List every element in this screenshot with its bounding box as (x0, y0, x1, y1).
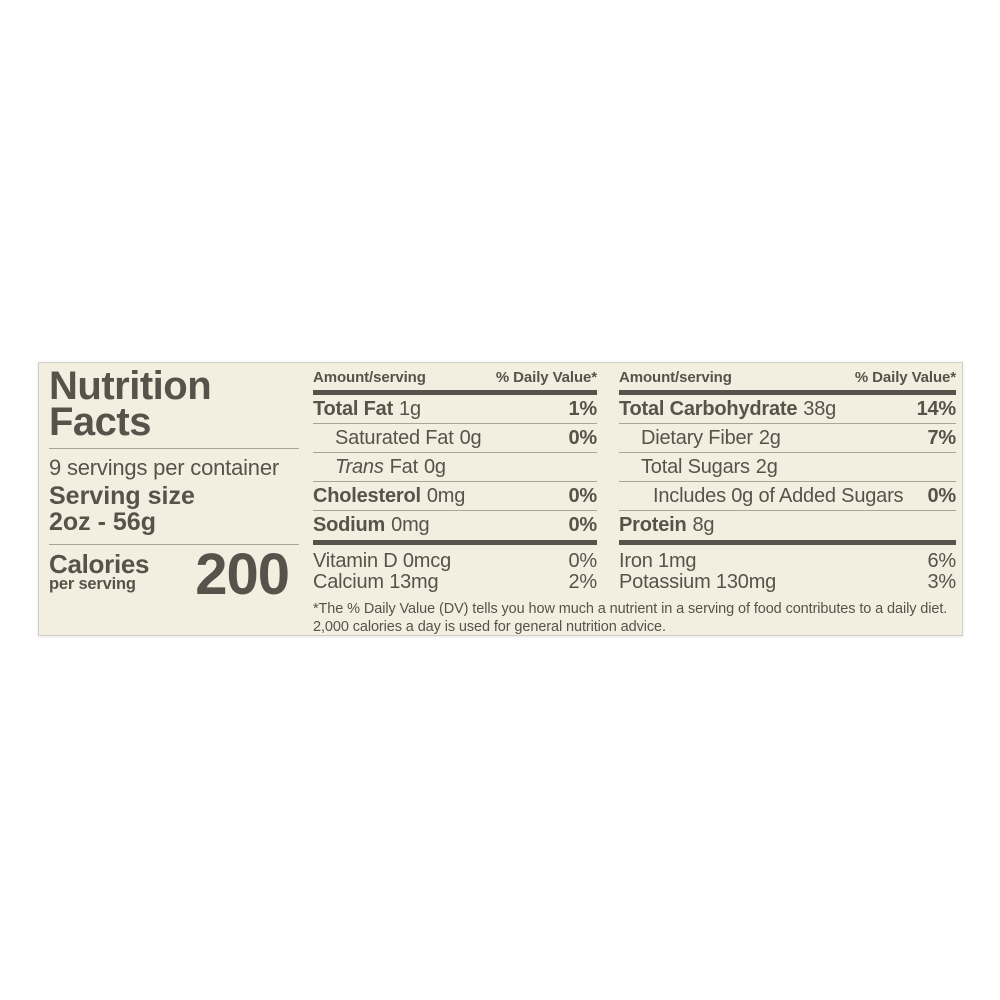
nutrient-amount: 2g (758, 426, 781, 449)
header-daily-value: % Daily Value* (854, 369, 956, 386)
nutrient-amount: 2g (755, 455, 778, 478)
nutrient-name: Fat (389, 455, 418, 478)
header-daily-value: % Daily Value* (495, 369, 597, 386)
nutrient-name: Cholesterol (313, 484, 421, 507)
table-row-added-sugars: Includes 0g of Added Sugars 0% (619, 482, 956, 511)
table-row-iron: Iron 1mg 6% (619, 551, 956, 572)
table-row-total-sugars: Total Sugars 2g (619, 453, 956, 482)
table-row-calcium: Calcium 13mg 2% (313, 572, 597, 593)
daily-value: 6% (927, 550, 956, 572)
column-header: Amount/serving % Daily Value* (313, 369, 597, 390)
nutrient-amount: 38g (803, 397, 837, 420)
daily-value: 2% (568, 571, 597, 593)
thick-bar (619, 390, 956, 395)
daily-value: 3% (927, 571, 956, 593)
nutrient-amount: 8g (692, 514, 715, 536)
nutrient-column-2: Amount/serving % Daily Value* Total Carb… (619, 369, 956, 593)
table-row-total-carbohydrate: Total Carbohydrate 38g 14% (619, 395, 956, 424)
micronutrients: Vitamin D 0mcg 0% Calcium 13mg 2% (313, 551, 597, 593)
calories-label: Calories (49, 549, 150, 579)
daily-value: 7% (927, 426, 956, 449)
table-row-dietary-fiber: Dietary Fiber 2g 7% (619, 424, 956, 453)
table-row-total-fat: Total Fat 1g 1% (313, 395, 597, 424)
header-amount-serving: Amount/serving (619, 369, 732, 386)
table-row-sodium: Sodium 0mg 0% (313, 511, 597, 540)
nutrient-amount: 0g (423, 455, 446, 478)
calories-sublabel: per serving (49, 575, 136, 593)
thick-bar (313, 540, 597, 545)
table-row-cholesterol: Cholesterol 0mg 0% (313, 482, 597, 511)
table-row-vitamin-d: Vitamin D 0mcg 0% (313, 551, 597, 572)
nutrient-name: Protein (619, 514, 687, 536)
nutrient-name-italic: Trans (335, 455, 384, 478)
footnote-line2: 2,000 calories a day is used for general… (313, 618, 666, 635)
label-title-line1: Nutrition (49, 364, 212, 408)
calories-row: Calories per serving 200 (49, 542, 290, 607)
nutrient-name: Total Carbohydrate (619, 397, 798, 420)
micronutrients: Iron 1mg 6% Potassium 130mg 3% (619, 551, 956, 593)
daily-value-footnote: *The % Daily Value (DV) tells you how mu… (313, 601, 968, 636)
serving-size-label: Serving size (49, 482, 195, 510)
thick-bar (619, 540, 956, 545)
nutrient-name: Dietary Fiber (641, 426, 753, 449)
table-row-protein: Protein 8g (619, 511, 956, 540)
label-left-panel: Nutrition Facts 9 servings per container… (49, 364, 304, 607)
daily-value: 14% (916, 397, 957, 420)
nutrient-name: Saturated Fat (335, 426, 454, 449)
nutrient-name: Calcium 13mg (313, 571, 439, 593)
thick-bar (313, 390, 597, 395)
calories-value: 200 (195, 542, 290, 607)
nutrient-amount: 0mg (391, 514, 430, 536)
nutrient-name: Total Sugars (641, 455, 750, 478)
nutrient-name: Includes 0g of Added Sugars (653, 484, 904, 507)
label-title: Nutrition Facts (49, 364, 304, 444)
nutrient-name: Sodium (313, 514, 386, 536)
nutrient-name: Total Fat (313, 397, 394, 420)
nutrition-facts-label: Nutrition Facts 9 servings per container… (38, 362, 963, 636)
column-header: Amount/serving % Daily Value* (619, 369, 956, 390)
header-amount-serving: Amount/serving (313, 369, 426, 386)
table-row-trans-fat: Trans Fat 0g (313, 453, 597, 482)
nutrient-amount: 1g (399, 397, 421, 420)
nutrient-name: Vitamin D 0mcg (313, 550, 451, 572)
calories-label-block: Calories per serving (49, 549, 150, 597)
divider (49, 544, 299, 545)
nutrient-name: Potassium 130mg (619, 571, 777, 593)
footnote-line1: *The % Daily Value (DV) tells you how mu… (313, 601, 948, 617)
table-row-saturated-fat: Saturated Fat 0g 0% (313, 424, 597, 453)
nutrient-name: Iron 1mg (619, 550, 697, 572)
nutrient-amount: 0mg (426, 484, 466, 507)
serving-size-value: 2oz - 56g (49, 508, 156, 536)
label-title-line2: Facts (49, 400, 152, 444)
daily-value: 0% (568, 514, 597, 536)
divider (49, 448, 299, 449)
nutrient-column-1: Amount/serving % Daily Value* Total Fat … (313, 369, 597, 593)
table-row-potassium: Potassium 130mg 3% (619, 572, 956, 593)
servings-per-container: 9 servings per container (49, 455, 279, 480)
daily-value: 0% (927, 484, 956, 507)
daily-value: 0% (568, 426, 597, 449)
daily-value: 0% (568, 484, 597, 507)
daily-value: 1% (568, 397, 597, 420)
daily-value: 0% (568, 550, 597, 572)
nutrient-amount: 0g (459, 426, 482, 449)
